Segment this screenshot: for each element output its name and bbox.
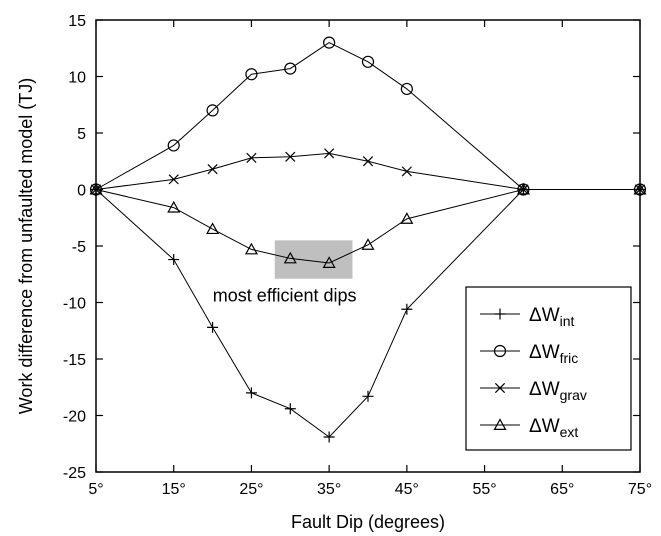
data-point-grav (168, 174, 179, 185)
data-point-grav (285, 151, 296, 162)
data-point-grav (246, 152, 257, 163)
data-point-ext (516, 182, 530, 195)
legend-item-int: ΔWint (480, 305, 575, 329)
data-point-ext (89, 182, 103, 195)
series-ext (89, 182, 647, 268)
x-tick-label: 5° (88, 481, 103, 498)
y-tick-label: -5 (72, 239, 86, 256)
y-tick-label: -25 (63, 465, 86, 482)
highlight-box (274, 240, 353, 279)
series-fric (89, 36, 647, 196)
series-line-int (95, 189, 640, 438)
data-point-ext (206, 222, 220, 235)
data-point-grav (207, 164, 218, 175)
data-point-ext (400, 212, 414, 224)
legend-item-fric: ΔWfric (480, 342, 578, 366)
data-point-ext (361, 238, 375, 250)
data-point-grav (362, 156, 374, 167)
data-point-int (362, 390, 374, 402)
x-axis-title: Fault Dip (degrees) (291, 512, 445, 532)
data-point-grav (324, 148, 335, 159)
series-grav (90, 148, 646, 195)
legend-marker-ext (493, 418, 507, 430)
annotation-label: most efficient dips (213, 286, 357, 306)
data-point-fric (400, 82, 413, 96)
legend-label: ΔWint (529, 305, 575, 329)
data-point-fric (206, 104, 219, 117)
data-point-int (284, 403, 296, 415)
x-tick-label: 65° (550, 481, 574, 498)
series-line-ext (95, 189, 640, 264)
x-axis-ticks: 5° 15° 25° 35° 45° 55° 65° 75° (88, 20, 652, 498)
data-point-int (207, 321, 219, 333)
data-point-ext (633, 182, 647, 195)
y-tick-label: 15 (68, 13, 86, 30)
legend-label: ΔWfric (529, 342, 578, 366)
legend-item-ext: ΔWext (480, 416, 578, 440)
data-point-ext (244, 242, 258, 255)
legend-label: ΔWgrav (529, 379, 587, 403)
data-point-int (401, 303, 413, 315)
legend-marker-grav (494, 382, 506, 394)
legend-marker-fric (493, 344, 507, 358)
data-point-ext (322, 256, 336, 268)
data-point-ext (283, 251, 297, 264)
x-tick-label: 15° (162, 481, 186, 498)
legend-label: ΔWext (529, 416, 578, 440)
series-line-fric (95, 42, 640, 190)
data-point-int (245, 387, 257, 399)
x-tick-label: 35° (317, 481, 341, 498)
data-point-int (168, 254, 180, 266)
y-tick-label: -10 (63, 296, 86, 313)
y-tick-label: 5 (77, 126, 86, 143)
x-tick-label: 75° (628, 481, 652, 498)
legend: ΔWint ΔWfric ΔWgrav ΔWext (465, 286, 632, 451)
legend-marker-int (494, 308, 506, 320)
y-tick-label: 10 (68, 70, 86, 87)
data-point-fric (245, 68, 258, 81)
y-tick-label: 0 (77, 183, 86, 200)
y-tick-label: -20 (63, 409, 86, 426)
data-point-int (323, 431, 335, 443)
series-layer (89, 36, 647, 443)
data-point-grav (401, 166, 412, 177)
series-line-grav (95, 152, 640, 190)
data-point-fric (361, 55, 375, 68)
y-axis-ticks: 15 10 5 0 -5 -10 -15 -20 -25 (63, 13, 640, 482)
x-tick-label: 45° (395, 481, 419, 498)
y-axis-title: Work difference from unfaulted model (TJ… (16, 78, 36, 414)
x-tick-label: 25° (239, 481, 263, 498)
data-point-fric (323, 36, 336, 49)
data-point-ext (167, 200, 181, 213)
data-point-fric (167, 139, 180, 152)
y-tick-label: -15 (63, 352, 86, 369)
x-tick-label: 55° (472, 481, 496, 498)
legend-item-grav: ΔWgrav (480, 379, 587, 403)
data-point-fric (284, 62, 297, 75)
